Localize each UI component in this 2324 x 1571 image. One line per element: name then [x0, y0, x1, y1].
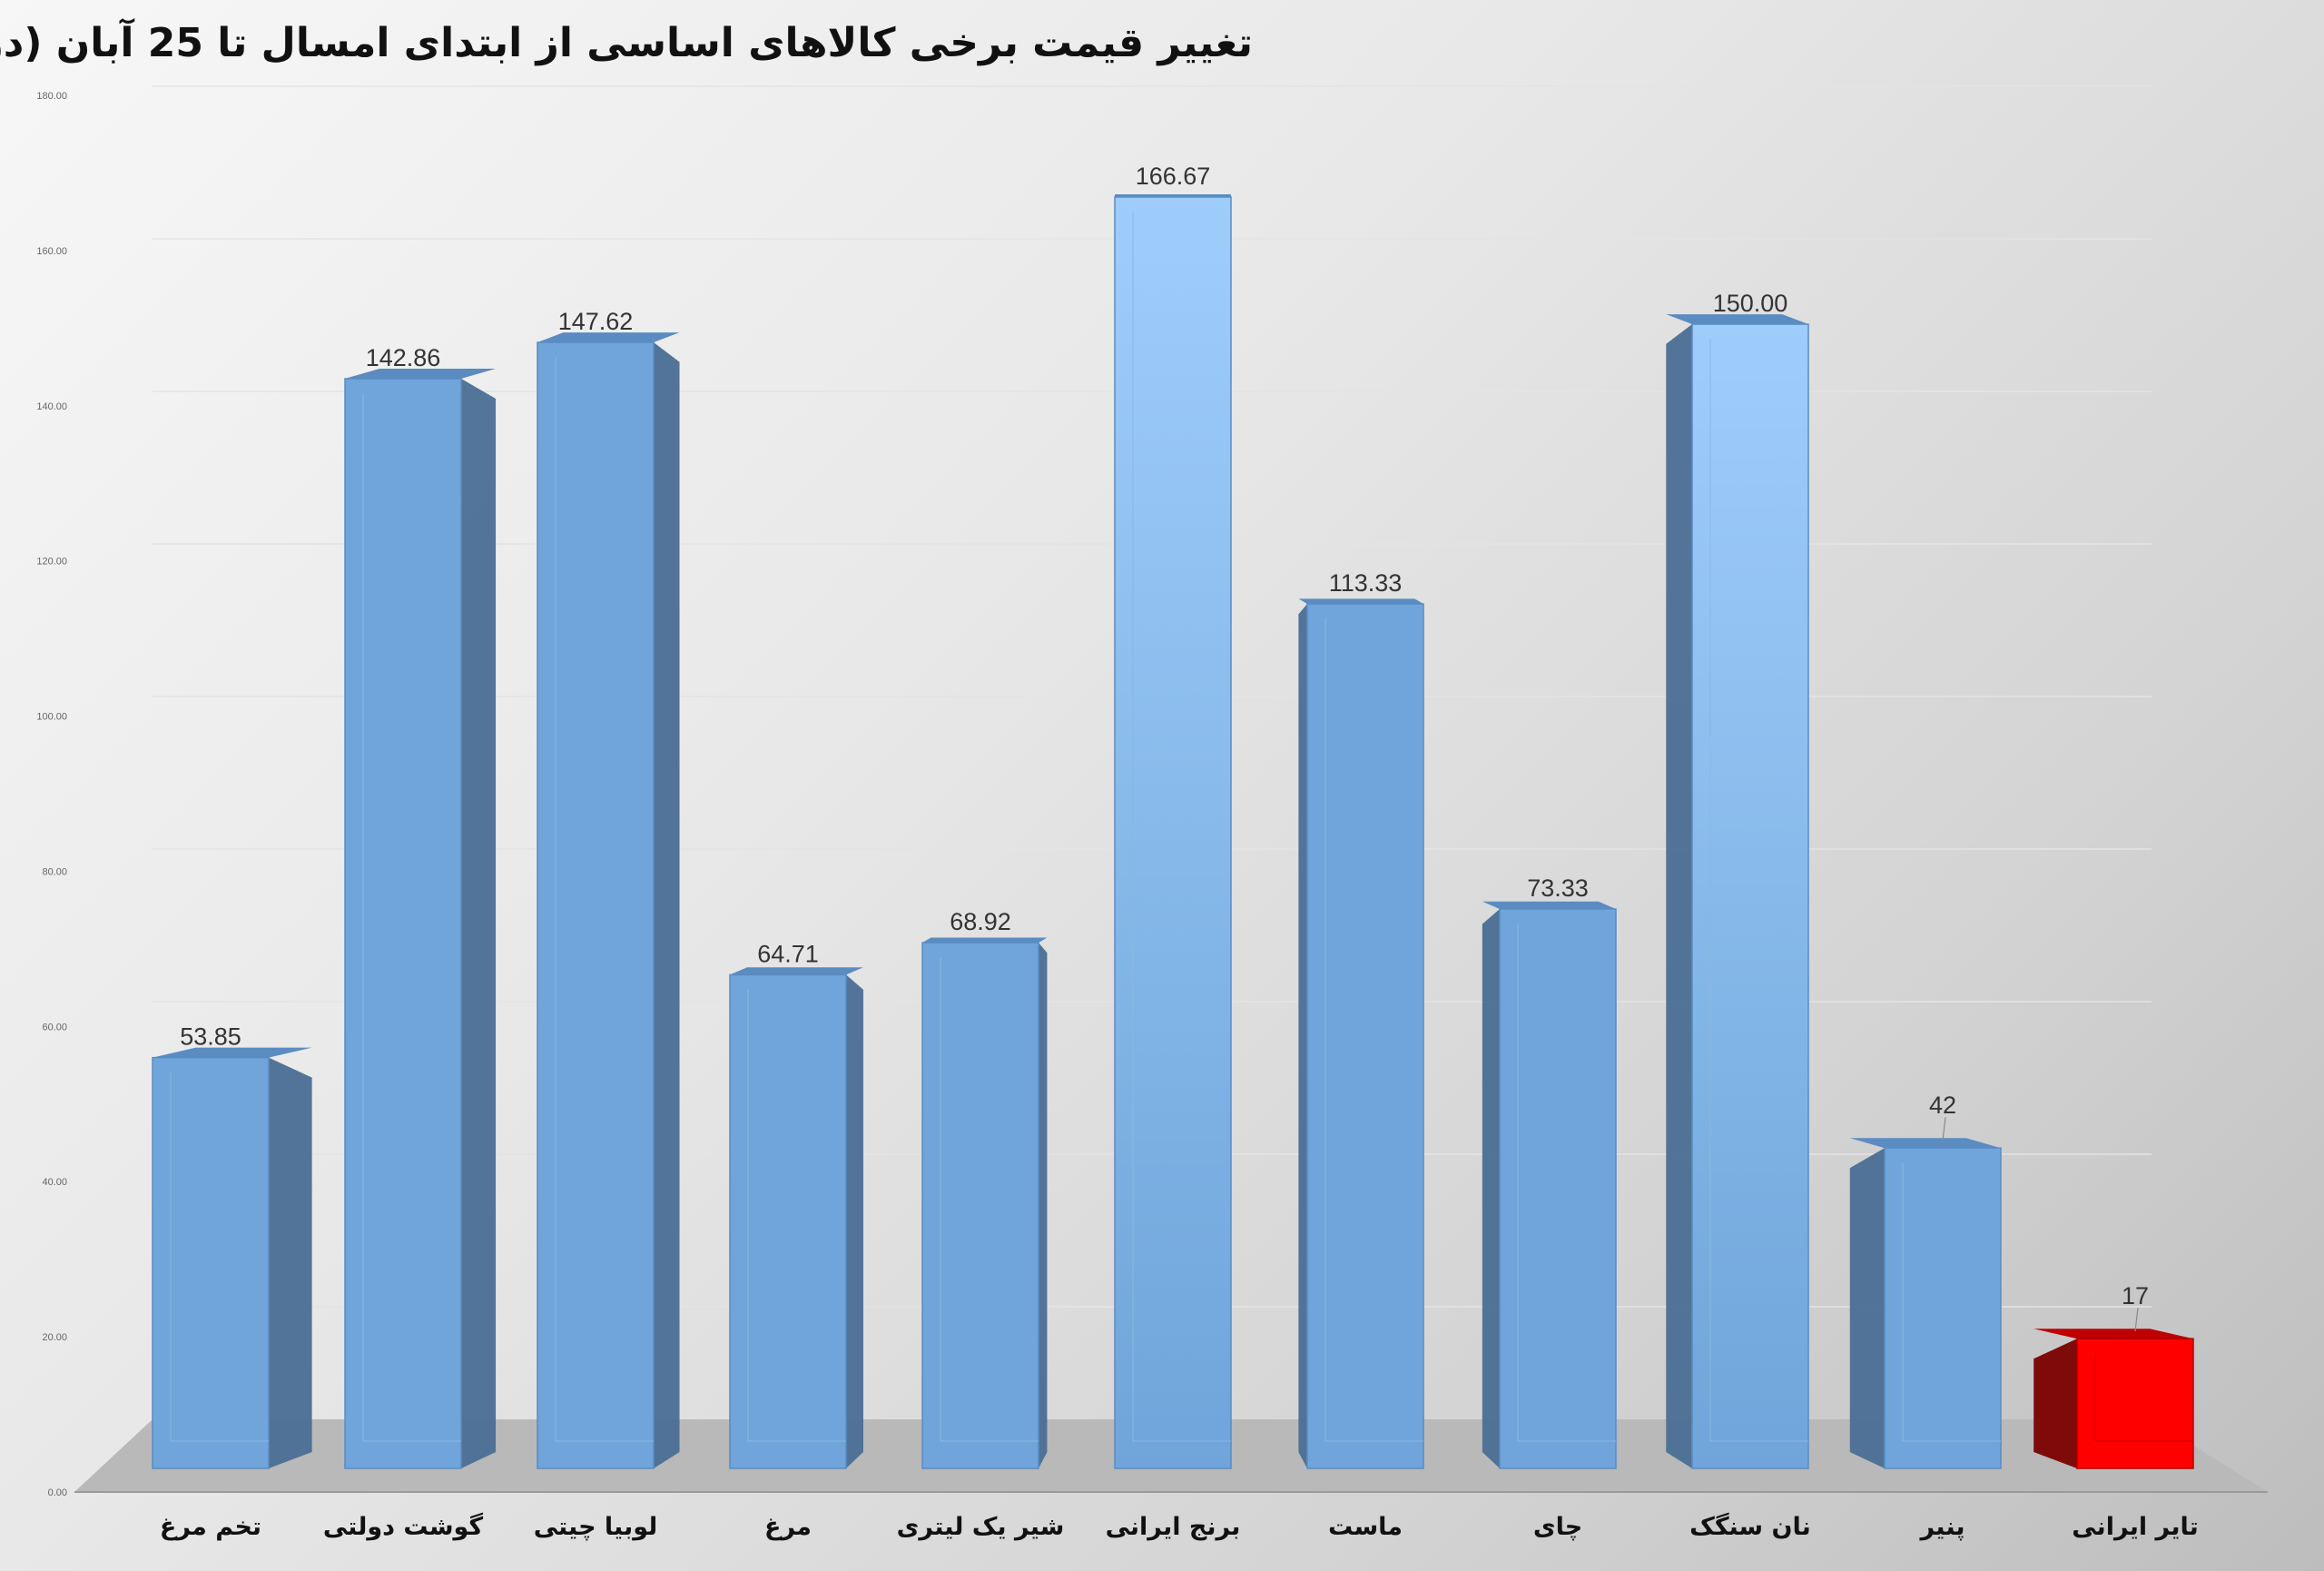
- bar-side: [2034, 1339, 2077, 1468]
- bar-top: [922, 937, 1048, 944]
- bar-7: [1298, 598, 1424, 1469]
- y-tick-label: 60.00: [42, 1022, 67, 1033]
- bar-inner-edge: [362, 392, 461, 1442]
- y-tick-label: 20.00: [42, 1332, 67, 1343]
- bar-side: [1482, 909, 1500, 1468]
- bar-front: [921, 942, 1039, 1469]
- y-tick-label: 80.00: [42, 866, 67, 877]
- bar-5: [921, 937, 1048, 1469]
- bar-front: [1691, 323, 1809, 1469]
- bar-front: [344, 378, 462, 1469]
- value-label: 17: [2122, 1282, 2149, 1309]
- category-label: پنیر: [1919, 1513, 1965, 1541]
- bar-front: [2076, 1338, 2194, 1469]
- bar-front: [1499, 908, 1617, 1469]
- bar-inner-edge: [1902, 1162, 2001, 1442]
- y-tick-label: 160.00: [36, 246, 67, 257]
- bar-front: [1114, 196, 1232, 1469]
- y-tick-label: 180.00: [36, 91, 67, 102]
- category-label: گوشت دولتی: [323, 1512, 484, 1541]
- bar-inner-edge: [2094, 1353, 2193, 1442]
- category-label: تایر ایرانی: [2072, 1513, 2199, 1541]
- category-label: مرغ: [764, 1513, 812, 1541]
- category-label: چای: [1533, 1513, 1582, 1541]
- bar-top: [1298, 598, 1423, 605]
- bar-side: [461, 378, 497, 1468]
- y-tick-label: 120.00: [36, 557, 67, 568]
- value-label: 150.00: [1713, 290, 1788, 317]
- value-label: 42: [1929, 1092, 1956, 1119]
- bar-top: [153, 1047, 312, 1058]
- value-label: 147.62: [558, 308, 634, 335]
- bar-side: [1298, 604, 1307, 1468]
- bar-3: [537, 332, 680, 1469]
- y-tick-label: 40.00: [42, 1177, 67, 1188]
- bar-11: [2034, 1329, 2194, 1469]
- chart-title: تغییر قیمت برخی کالاهای اساسی از ابتدای …: [0, 20, 1253, 66]
- bar-side: [269, 1057, 312, 1468]
- y-tick-label: 140.00: [36, 401, 67, 412]
- bar-8: [1482, 901, 1617, 1469]
- bar-inner-edge: [747, 989, 846, 1442]
- bar-front: [152, 1056, 270, 1469]
- y-tick-label: 100.00: [36, 712, 67, 723]
- y-tick-label: 0.00: [48, 1487, 67, 1498]
- category-label: شیر یک لیتری: [897, 1513, 1065, 1541]
- bar-front: [1884, 1147, 2002, 1469]
- bar-front: [1306, 603, 1424, 1469]
- bar-1: [152, 1047, 312, 1469]
- bar-top: [1849, 1138, 2001, 1149]
- value-label: 68.92: [950, 908, 1011, 935]
- category-label: برنج ایرانی: [1106, 1513, 1241, 1541]
- bar-front: [537, 341, 655, 1469]
- bar-6: [1114, 193, 1232, 1469]
- bar-10: [1849, 1138, 2002, 1469]
- bar-inner-edge: [1517, 924, 1616, 1442]
- bar-inner-edge: [1709, 339, 1808, 1442]
- leader-line: [1942, 1117, 1946, 1141]
- bar-top: [1482, 901, 1616, 910]
- bar-top: [1114, 193, 1231, 197]
- bar-top: [345, 368, 497, 379]
- category-label: تخم مرغ: [160, 1513, 261, 1541]
- value-label: 53.85: [180, 1023, 241, 1051]
- leader-line: [2134, 1308, 2139, 1332]
- bar-inner-edge: [555, 356, 654, 1442]
- bar-top: [730, 967, 863, 975]
- bar-side: [846, 974, 863, 1468]
- bar-side: [1666, 324, 1692, 1468]
- bar-inner-edge: [1324, 618, 1423, 1442]
- category-label: نان سنگک: [1689, 1512, 1811, 1541]
- bar-2: [344, 368, 497, 1469]
- bar-top: [2034, 1329, 2193, 1339]
- bar-inner-edge: [170, 1072, 269, 1442]
- bar-front: [729, 973, 847, 1469]
- category-label: لوبیا چیتی: [534, 1513, 658, 1541]
- bar-4: [729, 967, 863, 1469]
- bar-top: [1666, 314, 1808, 324]
- bar-inner-edge: [940, 957, 1039, 1442]
- category-label: ماست: [1328, 1513, 1403, 1541]
- value-label: 64.71: [757, 940, 819, 967]
- bar-top: [537, 332, 680, 342]
- value-label: 73.33: [1527, 874, 1589, 902]
- value-label: 142.86: [366, 344, 441, 371]
- bar-side: [1039, 943, 1048, 1468]
- bar-side: [1849, 1148, 1885, 1468]
- value-label: 113.33: [1329, 569, 1403, 597]
- value-label: 166.67: [1136, 163, 1211, 190]
- bar-side: [654, 341, 680, 1469]
- bar-9: [1666, 314, 1809, 1469]
- bar-inner-edge: [1132, 211, 1231, 1442]
